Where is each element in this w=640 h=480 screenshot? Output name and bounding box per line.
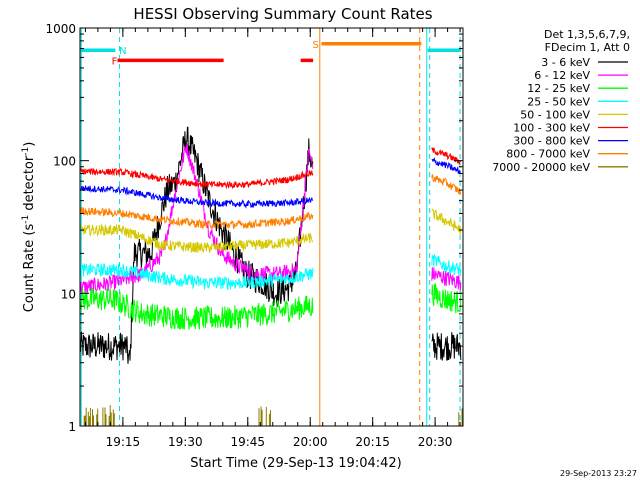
series-line-6-0	[79, 185, 314, 209]
y-axis-label-part2: detector	[22, 155, 37, 215]
series-8	[83, 405, 464, 426]
x-tick-label: 20:30	[418, 435, 453, 449]
y-axis-label-sup1: -1	[21, 215, 31, 224]
series-line-0-1	[431, 332, 462, 361]
legend-label-2: 12 - 25 keV	[527, 82, 590, 95]
series-2	[79, 283, 462, 330]
series-line-4-1	[431, 208, 462, 235]
y-axis-label-sup2: -1	[21, 147, 31, 156]
series-line-3-1	[431, 254, 462, 275]
legend-label-7: 800 - 7000 keV	[506, 148, 590, 161]
flag-label-S: S	[312, 40, 318, 51]
series-burst-8-0	[83, 405, 115, 426]
y-axis-label: Count Rate (s-1 detector-1)	[21, 142, 37, 313]
series-line-5-0	[79, 167, 314, 190]
series-line-3-0	[79, 262, 314, 291]
series-line-0-0	[79, 126, 314, 364]
y-tick-label: 100	[53, 155, 76, 169]
flag-S: S	[312, 40, 422, 51]
series-6	[79, 156, 461, 209]
series-1	[80, 143, 462, 294]
y-tick-label: 1000	[45, 22, 76, 36]
series-line-2-1	[431, 283, 462, 314]
x-axis-label: Start Time (29-Sep-13 19:04:42)	[190, 456, 401, 471]
flag-N: N	[80, 46, 461, 57]
footer-timestamp: 29-Sep-2013 23:27	[560, 469, 637, 478]
y-axis-label-part3: )	[22, 142, 37, 147]
series-line-2-0	[79, 286, 314, 330]
x-axis: 19:15 19:30 19:45 20:00 20:15 20:30	[84, 28, 461, 449]
x-tick-label: 20:00	[293, 435, 328, 449]
legend-label-8: 7000 - 20000 keV	[492, 161, 590, 174]
series-line-1-0	[80, 143, 314, 294]
series-line-4-0	[79, 223, 314, 253]
legend-label-3: 25 - 50 keV	[527, 95, 590, 108]
series-burst-8-1	[258, 406, 271, 426]
plot-frame	[79, 27, 464, 427]
series-line-6-1	[431, 156, 461, 174]
x-tick-label: 19:15	[106, 435, 141, 449]
series-5	[79, 147, 462, 190]
series-7	[79, 174, 462, 230]
flag-label-N: N	[119, 46, 126, 57]
chart-title: HESSI Observing Summary Count Rates	[133, 5, 432, 23]
series-line-1-1	[431, 267, 462, 291]
x-tick-label: 19:30	[168, 435, 203, 449]
series-line-7-0	[79, 206, 314, 230]
x-tick-label: 19:45	[230, 435, 265, 449]
series-4	[79, 208, 462, 253]
legend-label-5: 100 - 300 keV	[513, 122, 590, 135]
x-tick-label: 20:15	[355, 435, 390, 449]
series-line-5-1	[431, 147, 462, 165]
legend-header-attenuator: FDecim 1, Att 0	[545, 41, 630, 54]
flag-label-F: F	[112, 56, 118, 67]
legend-label-4: 50 - 100 keV	[520, 108, 590, 121]
legend-header-detectors: Det 1,3,5,6,7,9,	[544, 28, 630, 41]
y-tick-label: 1	[68, 420, 76, 434]
series-burst-8-2	[458, 408, 464, 426]
series-0	[79, 126, 462, 364]
y-axis: 1 10 100 1000	[45, 22, 463, 434]
legend-label-0: 3 - 6 keV	[541, 56, 590, 69]
y-tick-label: 10	[61, 287, 76, 301]
flag-F: F	[112, 56, 314, 67]
y-axis-label-part1: Count Rate (s	[22, 224, 37, 313]
series-3	[79, 254, 462, 291]
legend-label-6: 300 - 800 keV	[513, 135, 590, 148]
series-line-7-1	[431, 174, 462, 196]
legend: Det 1,3,5,6,7,9, FDecim 1, Att 0 3 - 6 k…	[492, 28, 630, 174]
plot-area: NF S	[79, 28, 464, 426]
legend-label-1: 6 - 12 keV	[534, 69, 590, 82]
